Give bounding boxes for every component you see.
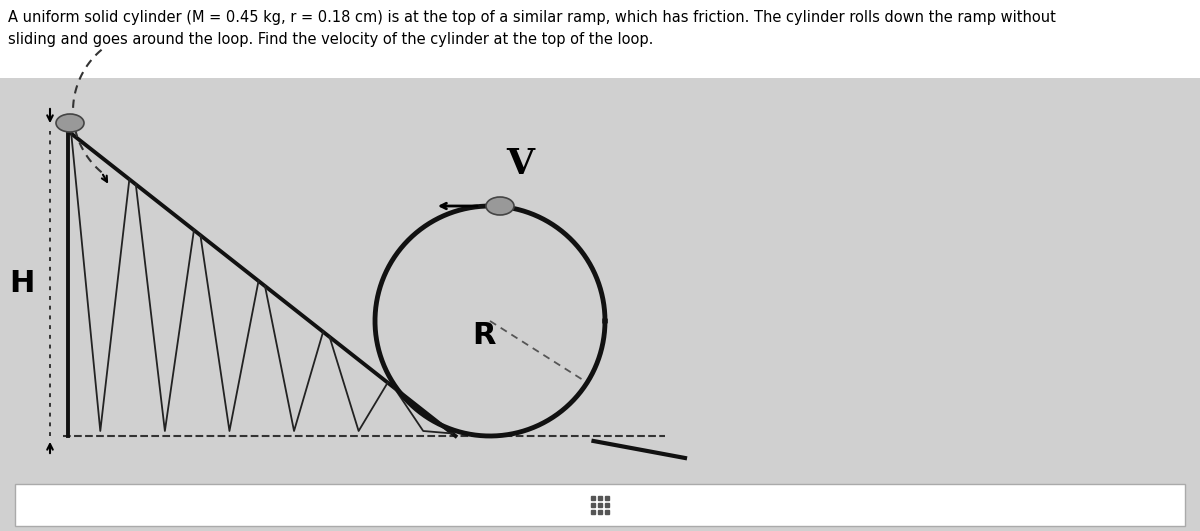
Text: A uniform solid cylinder (M = 0.45 kg, r = 0.18 cm) is at the top of a similar r: A uniform solid cylinder (M = 0.45 kg, r… [8, 10, 1056, 25]
Bar [0, 0, 1200, 78]
Text: R: R [472, 321, 496, 350]
Bar [0, 78, 1200, 531]
Ellipse shape [56, 114, 84, 132]
Bar [14, 484, 1186, 526]
Ellipse shape [486, 197, 514, 215]
Text: V: V [506, 147, 534, 181]
Text: H: H [10, 269, 35, 298]
Text: sliding and goes around the loop. Find the velocity of the cylinder at the top o: sliding and goes around the loop. Find t… [8, 32, 653, 47]
